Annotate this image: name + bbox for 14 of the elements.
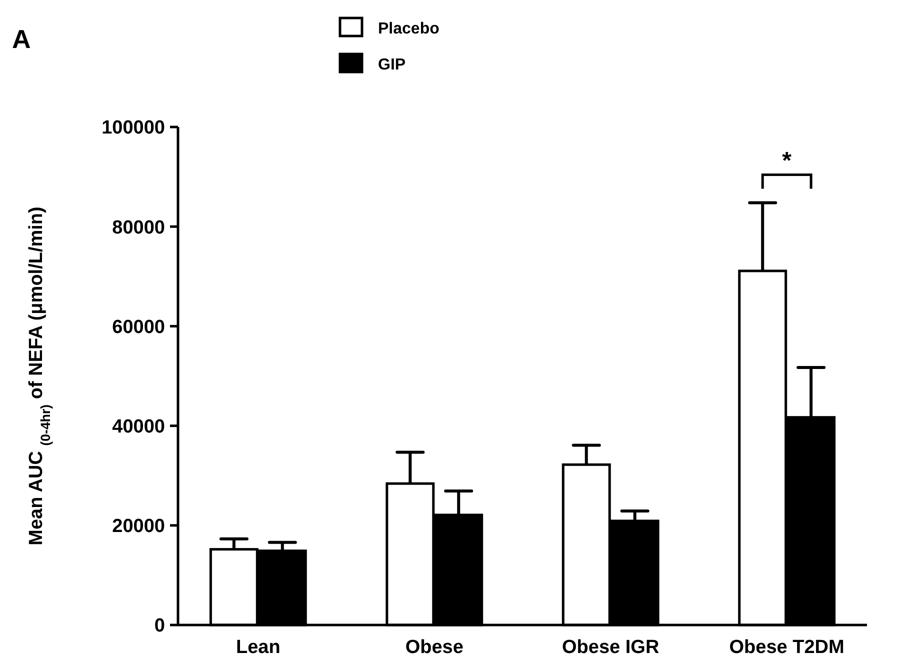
chart-title: A — [12, 24, 31, 54]
legend-label: GIP — [378, 56, 406, 74]
y-tick-label: 0 — [154, 616, 165, 637]
legend-label: Placebo — [378, 20, 440, 38]
x-tick-label: Obese IGR — [562, 637, 660, 658]
annotation: * — [782, 148, 792, 175]
x-tick-label: Obese T2DM — [729, 637, 844, 658]
y-tick-label: 40000 — [112, 416, 165, 438]
y-tick-label: 100000 — [102, 118, 165, 139]
x-tick-label: Lean — [236, 637, 280, 658]
y-tick-label: 60000 — [112, 316, 165, 338]
x-tick-label: Obese — [405, 637, 464, 658]
y-tick-label: 20000 — [112, 516, 165, 538]
y-tick-label: 80000 — [112, 217, 165, 238]
